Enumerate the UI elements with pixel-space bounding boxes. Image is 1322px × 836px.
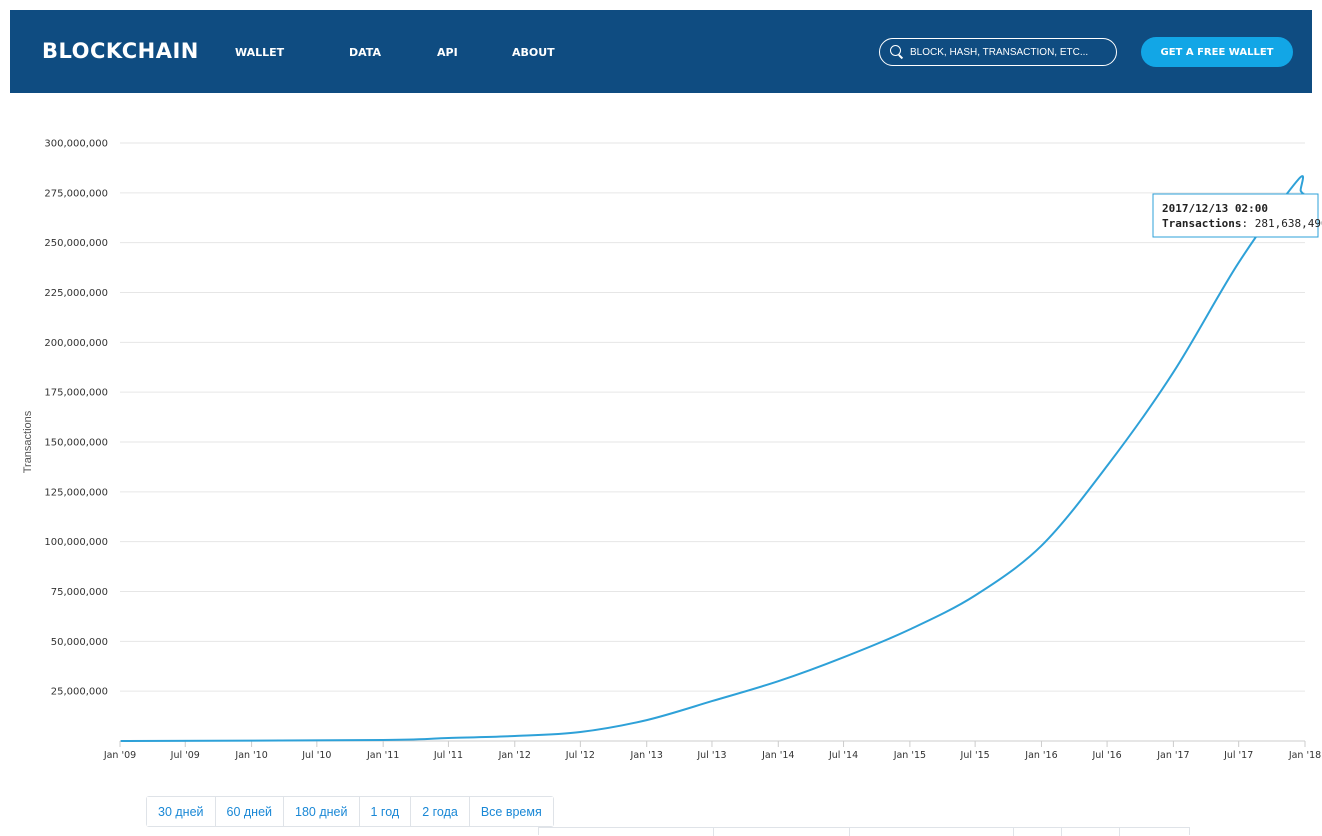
y-tick-label: 125,000,000 (44, 487, 108, 498)
chart-tooltip: 2017/12/13 02:00 Transactions: 281,638,4… (1152, 193, 1322, 238)
logo[interactable]: BLOCKCHAIN (42, 39, 199, 63)
search-input[interactable] (910, 46, 1110, 58)
search-icon (890, 45, 904, 59)
search-box[interactable] (879, 38, 1117, 66)
y-tick-label: 200,000,000 (44, 338, 108, 349)
nav-data[interactable]: DATA (349, 46, 381, 59)
y-tick-label: 75,000,000 (51, 587, 108, 598)
x-tick-label: Jan '12 (498, 750, 531, 761)
x-tick-label: Jan '17 (1156, 750, 1189, 761)
y-axis-ticks: 25,000,000 50,000,000 75,000,000 100,000,00… (44, 139, 108, 698)
x-tick-label: Jan '18 (1288, 750, 1321, 761)
range-60-days-button[interactable]: 60 дней (215, 797, 285, 826)
y-tick-label: 150,000,000 (44, 438, 108, 449)
y-tick-label: 250,000,000 (44, 238, 108, 249)
x-tick-label: Jul '10 (301, 750, 331, 761)
nav-wallet[interactable]: WALLET (235, 46, 285, 59)
nav-api[interactable]: API (437, 46, 458, 59)
y-tick-label: 50,000,000 (51, 637, 108, 648)
get-free-wallet-button[interactable]: GET A FREE WALLET (1141, 37, 1293, 67)
navbar: BLOCKCHAIN WALLET DATA API ABOUT GET A F… (10, 10, 1312, 93)
x-tick-label: Jan '15 (893, 750, 926, 761)
range-all-time-button[interactable]: Все время (469, 797, 553, 826)
range-30-days-button[interactable]: 30 дней (147, 797, 216, 826)
tooltip-value-line: Transactions: 281,638,496 (1162, 217, 1322, 230)
chart-grid (120, 142, 1305, 742)
tooltip-box (1152, 193, 1319, 238)
range-2-years-button[interactable]: 2 года (411, 797, 470, 826)
y-tick-label: 25,000,000 (51, 687, 108, 698)
lower-table-frame (538, 827, 1190, 836)
x-tick-label: Jan '09 (103, 750, 136, 761)
nav-about[interactable]: ABOUT (512, 46, 555, 59)
x-tick-label: Jul '11 (433, 750, 463, 761)
top-bar: BLOCKCHAIN WALLET DATA API ABOUT GET A F… (0, 0, 1322, 93)
x-tick-label: Jul '14 (828, 750, 858, 761)
x-axis-ticks: Jan '09 Jul '09 Jan '10 Jul '10 Jan '11 Jul '… (103, 741, 1321, 761)
x-tick-label: Jul '17 (1223, 750, 1253, 761)
tooltip-date: 2017/12/13 02:00 (1162, 202, 1268, 215)
tooltip-value: 281,638,496 (1255, 217, 1322, 230)
y-tick-label: 175,000,000 (44, 388, 108, 399)
range-selector: 30 дней 60 дней 180 дней 1 год 2 года Вс… (146, 796, 554, 827)
tooltip-label: Transactions (1162, 217, 1241, 230)
x-tick-label: Jan '14 (761, 750, 794, 761)
x-tick-label: Jul '16 (1091, 750, 1121, 761)
range-180-days-button[interactable]: 180 дней (284, 797, 360, 826)
y-axis-label: Transactions (22, 410, 34, 473)
x-tick-label: Jul '15 (960, 750, 990, 761)
x-tick-label: Jul '12 (565, 750, 595, 761)
x-tick-label: Jul '09 (170, 750, 200, 761)
x-tick-label: Jan '11 (366, 750, 399, 761)
x-tick-label: Jan '13 (630, 750, 663, 761)
x-tick-label: Jan '10 (234, 750, 267, 761)
range-1-year-button[interactable]: 1 год (359, 797, 412, 826)
series-line-transactions[interactable] (120, 175, 1306, 742)
x-tick-label: Jul '13 (696, 750, 726, 761)
transactions-chart: 25,000,000 50,000,000 75,000,000 100,000,00… (22, 139, 1322, 762)
y-tick-label: 225,000,000 (44, 288, 108, 299)
y-tick-label: 275,000,000 (44, 188, 108, 199)
y-tick-label: 300,000,000 (44, 139, 108, 150)
x-tick-label: Jan '16 (1024, 750, 1057, 761)
y-tick-label: 100,000,000 (44, 537, 108, 548)
